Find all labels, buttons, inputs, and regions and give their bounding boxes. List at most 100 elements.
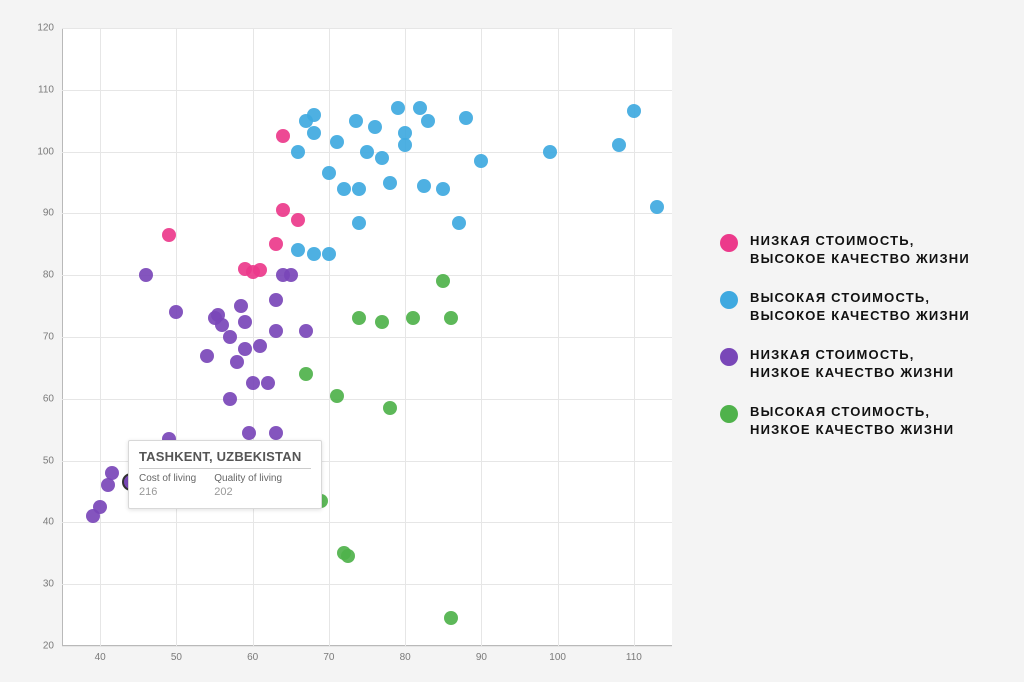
gridline-horizontal xyxy=(62,522,672,523)
data-point[interactable] xyxy=(269,426,283,440)
data-point[interactable] xyxy=(242,426,256,440)
gridline-horizontal xyxy=(62,337,672,338)
data-point[interactable] xyxy=(139,268,153,282)
data-point[interactable] xyxy=(330,389,344,403)
data-point[interactable] xyxy=(246,376,260,390)
data-point[interactable] xyxy=(398,138,412,152)
tooltip: TASHKENT, UZBEKISTAN Cost of living 216 … xyxy=(128,440,322,509)
legend-item: НИЗКАЯ СТОИМОСТЬ, ВЫСОКОЕ КАЧЕСТВО ЖИЗНИ xyxy=(720,232,970,267)
data-point[interactable] xyxy=(436,274,450,288)
data-point[interactable] xyxy=(421,114,435,128)
data-point[interactable] xyxy=(452,216,466,230)
data-point[interactable] xyxy=(307,247,321,261)
data-point[interactable] xyxy=(474,154,488,168)
gridline-vertical xyxy=(634,28,635,646)
gridline-horizontal xyxy=(62,213,672,214)
data-point[interactable] xyxy=(276,129,290,143)
data-point[interactable] xyxy=(234,299,248,313)
data-point[interactable] xyxy=(169,305,183,319)
data-point[interactable] xyxy=(215,318,229,332)
data-point[interactable] xyxy=(200,349,214,363)
data-point[interactable] xyxy=(417,179,431,193)
data-point[interactable] xyxy=(307,108,321,122)
data-point[interactable] xyxy=(307,126,321,140)
legend-swatch xyxy=(720,348,738,366)
tooltip-col-cost: Cost of living 216 xyxy=(139,473,196,498)
data-point[interactable] xyxy=(291,243,305,257)
data-point[interactable] xyxy=(299,324,313,338)
data-point[interactable] xyxy=(383,401,397,415)
gridline-vertical xyxy=(329,28,330,646)
data-point[interactable] xyxy=(352,182,366,196)
data-point[interactable] xyxy=(612,138,626,152)
data-point[interactable] xyxy=(383,176,397,190)
data-point[interactable] xyxy=(291,213,305,227)
data-point[interactable] xyxy=(269,293,283,307)
data-point[interactable] xyxy=(291,145,305,159)
x-tick-label: 50 xyxy=(171,652,182,663)
data-point[interactable] xyxy=(375,315,389,329)
data-point[interactable] xyxy=(375,151,389,165)
legend: НИЗКАЯ СТОИМОСТЬ, ВЫСОКОЕ КАЧЕСТВО ЖИЗНИ… xyxy=(720,232,970,460)
gridline-horizontal xyxy=(62,90,672,91)
legend-label: ВЫСОКАЯ СТОИМОСТЬ, НИЗКОЕ КАЧЕСТВО ЖИЗНИ xyxy=(750,403,954,438)
tooltip-col-header: Cost of living xyxy=(139,473,196,484)
gridline-vertical xyxy=(405,28,406,646)
tooltip-col-header: Quality of living xyxy=(214,473,282,484)
data-point[interactable] xyxy=(391,101,405,115)
legend-label: ВЫСОКАЯ СТОИМОСТЬ, ВЫСОКОЕ КАЧЕСТВО ЖИЗН… xyxy=(750,289,970,324)
data-point[interactable] xyxy=(330,135,344,149)
data-point[interactable] xyxy=(444,611,458,625)
data-point[interactable] xyxy=(101,478,115,492)
data-point[interactable] xyxy=(238,342,252,356)
data-point[interactable] xyxy=(299,367,313,381)
legend-swatch xyxy=(720,291,738,309)
gridline-vertical xyxy=(100,28,101,646)
data-point[interactable] xyxy=(360,145,374,159)
data-point[interactable] xyxy=(436,182,450,196)
legend-item: ВЫСОКАЯ СТОИМОСТЬ, НИЗКОЕ КАЧЕСТВО ЖИЗНИ xyxy=(720,403,970,438)
data-point[interactable] xyxy=(352,311,366,325)
data-point[interactable] xyxy=(627,104,641,118)
legend-swatch xyxy=(720,405,738,423)
data-point[interactable] xyxy=(543,145,557,159)
data-point[interactable] xyxy=(337,182,351,196)
data-point[interactable] xyxy=(238,315,252,329)
legend-label: НИЗКАЯ СТОИМОСТЬ, ВЫСОКОЕ КАЧЕСТВО ЖИЗНИ xyxy=(750,232,970,267)
legend-item: ВЫСОКАЯ СТОИМОСТЬ, ВЫСОКОЕ КАЧЕСТВО ЖИЗН… xyxy=(720,289,970,324)
x-tick-label: 70 xyxy=(323,652,334,663)
x-tick-label: 90 xyxy=(476,652,487,663)
data-point[interactable] xyxy=(105,466,119,480)
x-tick-label: 110 xyxy=(626,652,642,663)
data-point[interactable] xyxy=(93,500,107,514)
data-point[interactable] xyxy=(349,114,363,128)
data-point[interactable] xyxy=(223,392,237,406)
data-point[interactable] xyxy=(368,120,382,134)
gridline-vertical xyxy=(176,28,177,646)
data-point[interactable] xyxy=(276,203,290,217)
data-point[interactable] xyxy=(230,355,244,369)
data-point[interactable] xyxy=(284,268,298,282)
tooltip-col-value: 202 xyxy=(214,486,282,498)
data-point[interactable] xyxy=(253,339,267,353)
data-point[interactable] xyxy=(650,200,664,214)
data-point[interactable] xyxy=(322,166,336,180)
page: TASHKENT, UZBEKISTAN Cost of living 216 … xyxy=(0,0,1024,682)
gridline-horizontal xyxy=(62,584,672,585)
gridline-vertical xyxy=(253,28,254,646)
data-point[interactable] xyxy=(406,311,420,325)
data-point[interactable] xyxy=(223,330,237,344)
data-point[interactable] xyxy=(444,311,458,325)
data-point[interactable] xyxy=(261,376,275,390)
data-point[interactable] xyxy=(269,324,283,338)
x-tick-label: 80 xyxy=(400,652,411,663)
data-point[interactable] xyxy=(162,228,176,242)
data-point[interactable] xyxy=(341,549,355,563)
data-point[interactable] xyxy=(253,263,267,277)
data-point[interactable] xyxy=(322,247,336,261)
data-point[interactable] xyxy=(459,111,473,125)
data-point[interactable] xyxy=(269,237,283,251)
tooltip-col-value: 216 xyxy=(139,486,196,498)
gridline-horizontal xyxy=(62,275,672,276)
data-point[interactable] xyxy=(352,216,366,230)
